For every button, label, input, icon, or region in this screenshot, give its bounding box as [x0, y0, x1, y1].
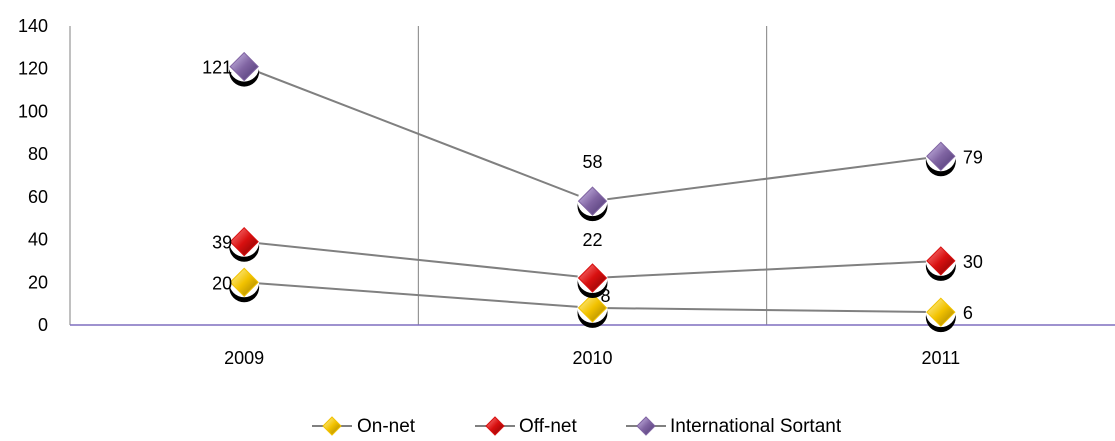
data-label: 39: [212, 233, 232, 253]
marker-diamond: [229, 227, 259, 257]
marker-diamond: [577, 263, 608, 293]
legend-marker: [636, 416, 656, 436]
data-point-marker: [925, 141, 956, 177]
legend-label: On-net: [357, 416, 416, 437]
series-line-international-sortant: [243, 65, 941, 203]
y-tick-label: 40: [28, 230, 48, 250]
x-tick-label: 2011: [921, 348, 960, 368]
data-point-marker: [229, 51, 260, 87]
data-label: 121: [202, 58, 232, 78]
y-tick-label: 0: [38, 315, 48, 335]
data-label: 20: [212, 273, 232, 293]
legend-label: International Sortant: [670, 416, 842, 437]
marker-diamond: [577, 293, 608, 323]
marker-diamond: [926, 246, 956, 276]
legend-item: Off-net: [475, 416, 577, 437]
data-label: 22: [582, 230, 602, 250]
marker-diamond: [229, 267, 259, 297]
data-label: 58: [582, 152, 602, 172]
data-point-marker: [577, 263, 608, 299]
x-tick-label: 2010: [572, 348, 612, 368]
legend-marker: [485, 416, 505, 436]
marker-diamond: [577, 186, 608, 216]
y-tick-label: 80: [28, 144, 48, 164]
data-label: 30: [963, 252, 983, 272]
marker-diamond: [926, 297, 956, 327]
data-label: 79: [963, 147, 983, 167]
data-point-marker: [229, 267, 260, 303]
marker-diamond: [229, 51, 259, 82]
data-point-marker: [925, 297, 956, 333]
legend-marker: [322, 416, 342, 436]
y-tick-label: 60: [28, 187, 48, 207]
marker-diamond: [926, 141, 956, 171]
y-tick-label: 140: [18, 16, 48, 36]
data-point-marker: [577, 186, 608, 222]
data-point-marker: [229, 226, 260, 262]
legend-item: On-net: [312, 416, 416, 437]
data-point-marker: [925, 245, 956, 281]
data-point-marker: [577, 292, 608, 328]
x-tick-label: 2009: [224, 348, 264, 368]
legend-label: Off-net: [519, 416, 577, 437]
legend-item: International Sortant: [626, 416, 842, 437]
y-tick-label: 120: [18, 59, 48, 79]
y-tick-label: 20: [28, 272, 48, 292]
data-label: 8: [601, 286, 611, 306]
data-label: 6: [963, 303, 973, 323]
y-tick-label: 100: [18, 101, 48, 121]
